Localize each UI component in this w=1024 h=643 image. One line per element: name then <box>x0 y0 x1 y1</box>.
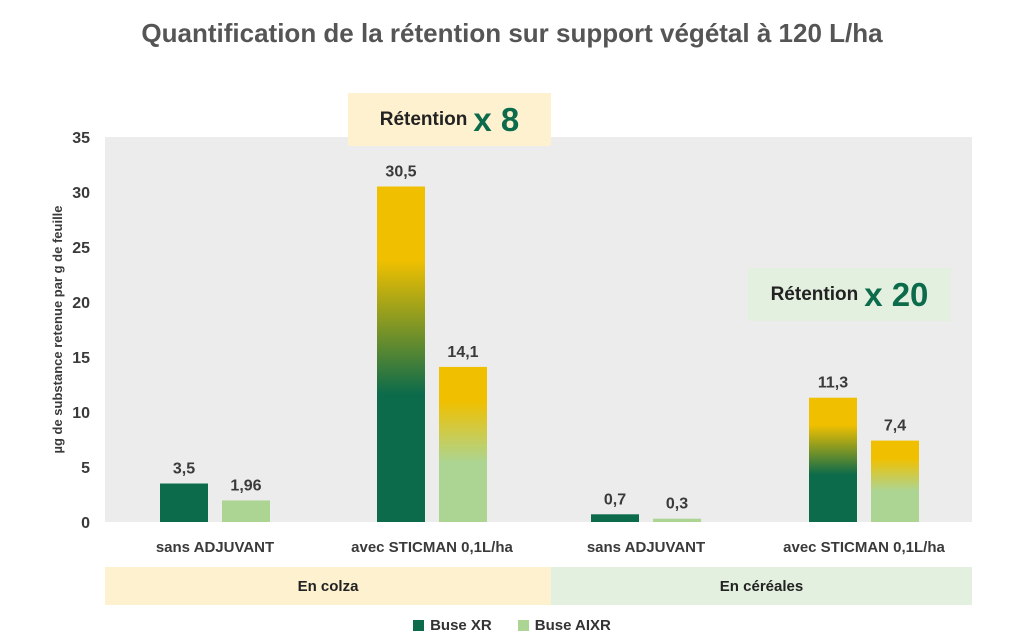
bar-buse-aixr-3 <box>871 440 919 522</box>
callout-prefix: Rétention <box>379 108 468 130</box>
legend-swatch <box>413 620 425 631</box>
y-tick-label: 30 <box>72 185 90 202</box>
y-tick-label: 20 <box>72 295 90 312</box>
legend-item-buse-aixr: Buse AIXR <box>517 617 611 634</box>
legend-swatch <box>517 620 529 631</box>
data-label: 0,7 <box>604 491 626 508</box>
legend: Buse XR Buse AIXR <box>0 617 1024 634</box>
x-category-label: sans ADJUVANT <box>587 539 705 556</box>
bar-buse-aixr-1 <box>439 366 487 522</box>
y-tick-label: 35 <box>72 130 90 147</box>
data-label: 7,4 <box>884 418 906 435</box>
x-category-label: sans ADJUVANT <box>156 539 274 556</box>
bar-buse-aixr-2 <box>653 518 701 522</box>
y-tick-label: 15 <box>72 350 90 367</box>
y-axis-label: µg de substance retenue par g de feuille <box>50 205 65 453</box>
bar-buse-xr-3 <box>809 397 857 522</box>
group-band-cereales: En céréales <box>551 567 972 605</box>
y-tick-label: 0 <box>81 515 90 532</box>
data-label: 30,5 <box>385 164 416 181</box>
retention-callout-cereales: Rétention x 20 <box>748 268 951 321</box>
y-tick-label: 25 <box>72 240 90 257</box>
x-category-label: avec STICMAN 0,1L/ha <box>351 539 513 556</box>
bar-buse-aixr-0 <box>222 500 270 522</box>
chart-title: Quantification de la rétention sur suppo… <box>141 18 883 48</box>
data-label: 11,3 <box>818 375 848 392</box>
retention-callout-colza: Rétention x 8 <box>348 93 551 146</box>
legend-label: Buse XR <box>430 617 492 634</box>
legend-label: Buse AIXR <box>534 617 611 634</box>
legend-item-buse-xr: Buse XR <box>413 617 492 634</box>
data-label: 1,96 <box>230 477 261 494</box>
y-tick-label: 10 <box>72 405 90 422</box>
data-label: 14,1 <box>447 344 478 361</box>
data-label: 3,5 <box>173 461 195 478</box>
group-band-colza: En colza <box>105 567 551 605</box>
bar-buse-xr-2 <box>591 514 639 522</box>
data-label: 0,3 <box>666 496 688 513</box>
callout-multiplier: x 20 <box>864 275 929 313</box>
callout-multiplier: x 8 <box>473 100 520 138</box>
x-category-label: avec STICMAN 0,1L/ha <box>783 539 945 556</box>
y-tick-label: 5 <box>81 460 90 477</box>
callout-prefix: Rétention <box>770 283 859 305</box>
bar-buse-xr-1 <box>377 186 425 522</box>
bar-buse-xr-0 <box>160 483 208 522</box>
